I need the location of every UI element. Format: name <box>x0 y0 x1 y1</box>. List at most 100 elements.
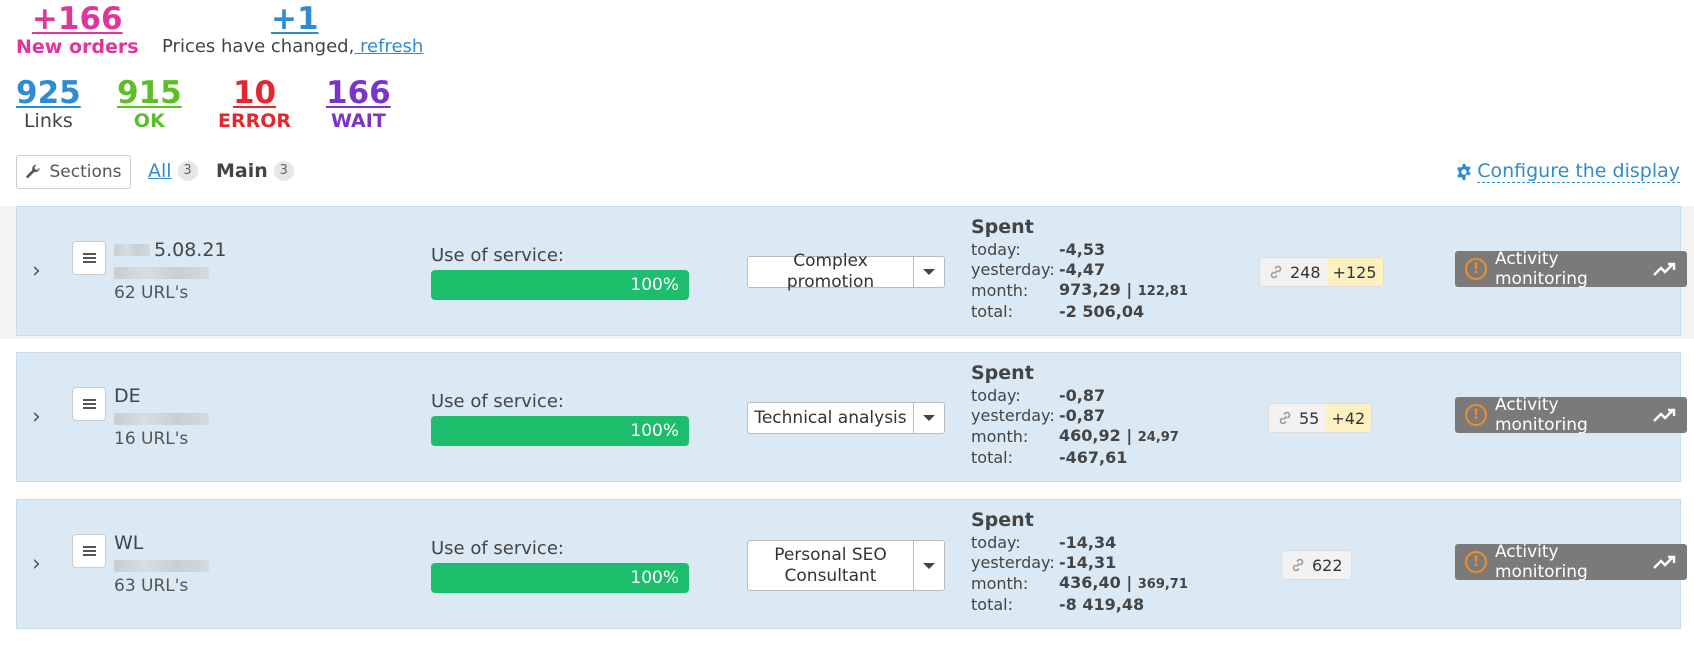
spent-month-label: month: <box>971 574 1029 593</box>
project-name-label: WL <box>114 532 144 554</box>
service-select[interactable]: Technical analysis <box>747 402 945 434</box>
spent-today-value: -4,53 <box>1059 240 1106 259</box>
project-name[interactable]: DE <box>114 385 141 407</box>
usage-progress-value: 100% <box>630 421 679 441</box>
links-count: 55 <box>1299 408 1320 428</box>
links-badge[interactable]: 55 +42 <box>1268 403 1373 433</box>
spent-block: Spent today: -14,34 yesterday: -14,31 mont… <box>971 510 1188 615</box>
project-url-count: 62 URL's <box>114 283 189 303</box>
menu-icon <box>82 253 96 263</box>
warning-icon: ! <box>1465 551 1487 573</box>
spent-month-extra: 24,97 <box>1137 430 1179 445</box>
spent-yesterday-label: yesterday: <box>971 406 1055 425</box>
prices-changed-count[interactable]: +1 <box>271 1 319 37</box>
spent-total-label: total: <box>971 302 1013 321</box>
stat-wait: 166 WAIT <box>326 76 391 132</box>
spent-yesterday-value: -4,47 <box>1059 260 1106 279</box>
chevron-right-icon[interactable]: › <box>32 258 41 284</box>
links-count: 622 <box>1312 555 1343 575</box>
new-orders-summary: +166 New orders <box>16 2 139 58</box>
project-row: › DE 16 URL's Use of service: 100% Techn… <box>16 352 1687 482</box>
prices-changed-text: Prices have changed, refresh <box>162 36 423 57</box>
sections-button[interactable]: Sections <box>16 155 131 189</box>
links-badge[interactable]: 622 <box>1281 550 1352 580</box>
service-select-value: Personal SEO Consultant <box>774 544 887 586</box>
project-name[interactable]: 5.08.21 <box>114 239 227 261</box>
project-name-label: DE <box>114 385 141 407</box>
links-new-count: +125 <box>1326 258 1383 286</box>
activity-monitoring-label: Activity monitoring <box>1495 249 1588 289</box>
spent-title: Spent <box>971 362 1034 384</box>
configure-display-label[interactable]: Configure the display <box>1477 160 1680 183</box>
row-menu-button[interactable] <box>72 241 106 275</box>
spent-today-value: -0,87 <box>1059 386 1106 405</box>
spent-total-value: -467,61 <box>1059 448 1128 467</box>
project-row: › 5.08.21 62 URL's Use of service: 100% … <box>16 206 1687 336</box>
spent-block: Spent today: -4,53 yesterday: -4,47 month:… <box>971 217 1188 322</box>
use-of-service-label: Use of service: <box>431 538 564 559</box>
activity-monitoring-label: Activity monitoring <box>1495 395 1588 435</box>
new-orders-count[interactable]: +166 <box>31 1 123 37</box>
prices-summary: +1 Prices have changed, refresh <box>162 2 423 57</box>
tab-all-label[interactable]: All <box>148 160 172 182</box>
spent-month-label: month: <box>971 281 1029 300</box>
stat-error-label: ERROR <box>218 110 292 132</box>
chevron-down-icon[interactable] <box>913 257 944 287</box>
stat-links: 925 Links <box>16 76 81 132</box>
spent-today-label: today: <box>971 386 1021 405</box>
redacted-text <box>114 560 209 572</box>
stat-ok: 915 OK <box>117 76 182 132</box>
wrench-icon <box>26 164 41 178</box>
refresh-link[interactable]: refresh <box>354 36 424 57</box>
spent-month-extra: 122,81 <box>1137 284 1188 299</box>
spent-total-value: -2 506,04 <box>1059 302 1145 321</box>
menu-icon <box>82 546 96 556</box>
spent-month-value: 973,29 | <box>1059 280 1133 299</box>
row-menu-button[interactable] <box>72 534 106 568</box>
project-name[interactable]: WL <box>114 532 143 554</box>
tab-main[interactable]: Main 3 <box>216 160 294 182</box>
usage-progress-value: 100% <box>630 568 679 588</box>
prices-changed-label: Prices have changed, <box>162 36 355 57</box>
service-select[interactable]: Complex promotion <box>747 251 945 292</box>
configure-display-link[interactable]: Configure the display <box>1455 160 1680 183</box>
spent-title: Spent <box>971 509 1034 531</box>
chevron-down-icon[interactable] <box>913 403 944 433</box>
spent-block: Spent today: -0,87 yesterday: -0,87 month:… <box>971 363 1179 468</box>
activity-monitoring-button[interactable]: ! Activity monitoring <box>1455 542 1687 582</box>
spent-total-label: total: <box>971 448 1013 467</box>
links-count: 248 <box>1290 262 1321 282</box>
use-of-service-label: Use of service: <box>431 245 564 266</box>
stat-error-value[interactable]: 10 <box>232 75 277 111</box>
link-icon <box>1282 557 1312 573</box>
chevron-right-icon[interactable]: › <box>32 404 41 430</box>
redacted-text <box>114 267 209 279</box>
trending-up-icon <box>1653 408 1676 422</box>
tab-all[interactable]: All 3 <box>148 160 198 182</box>
tab-main-label[interactable]: Main <box>216 160 268 182</box>
service-select[interactable]: Personal SEO Consultant <box>747 540 945 591</box>
stat-links-value[interactable]: 925 <box>16 75 81 111</box>
tab-main-count: 3 <box>273 161 294 181</box>
activity-monitoring-button[interactable]: ! Activity monitoring <box>1455 249 1687 289</box>
row-menu-button[interactable] <box>72 387 106 421</box>
activity-monitoring-button[interactable]: ! Activity monitoring <box>1455 395 1687 435</box>
tab-all-count: 3 <box>177 161 198 181</box>
redacted-text <box>114 413 209 425</box>
stat-ok-value[interactable]: 915 <box>117 75 182 111</box>
links-badge[interactable]: 248 +125 <box>1259 257 1384 287</box>
redacted-text <box>114 244 150 256</box>
chevron-down-icon[interactable] <box>913 541 944 590</box>
menu-icon <box>82 399 96 409</box>
spent-yesterday-value: -0,87 <box>1059 406 1106 425</box>
stat-wait-value[interactable]: 166 <box>326 75 391 111</box>
project-row: › WL 63 URL's Use of service: 100% Perso… <box>16 499 1687 629</box>
spent-table: today: -14,34 yesterday: -14,31 month: 436,… <box>971 533 1188 615</box>
activity-monitoring-label: Activity monitoring <box>1495 542 1588 582</box>
spent-yesterday-value: -14,31 <box>1059 553 1117 572</box>
project-url-count: 16 URL's <box>114 429 189 449</box>
spent-table: today: -0,87 yesterday: -0,87 month: 460,92… <box>971 386 1179 468</box>
gear-icon <box>1457 163 1471 180</box>
chevron-right-icon[interactable]: › <box>32 551 41 577</box>
stat-wait-label: WAIT <box>330 110 386 132</box>
